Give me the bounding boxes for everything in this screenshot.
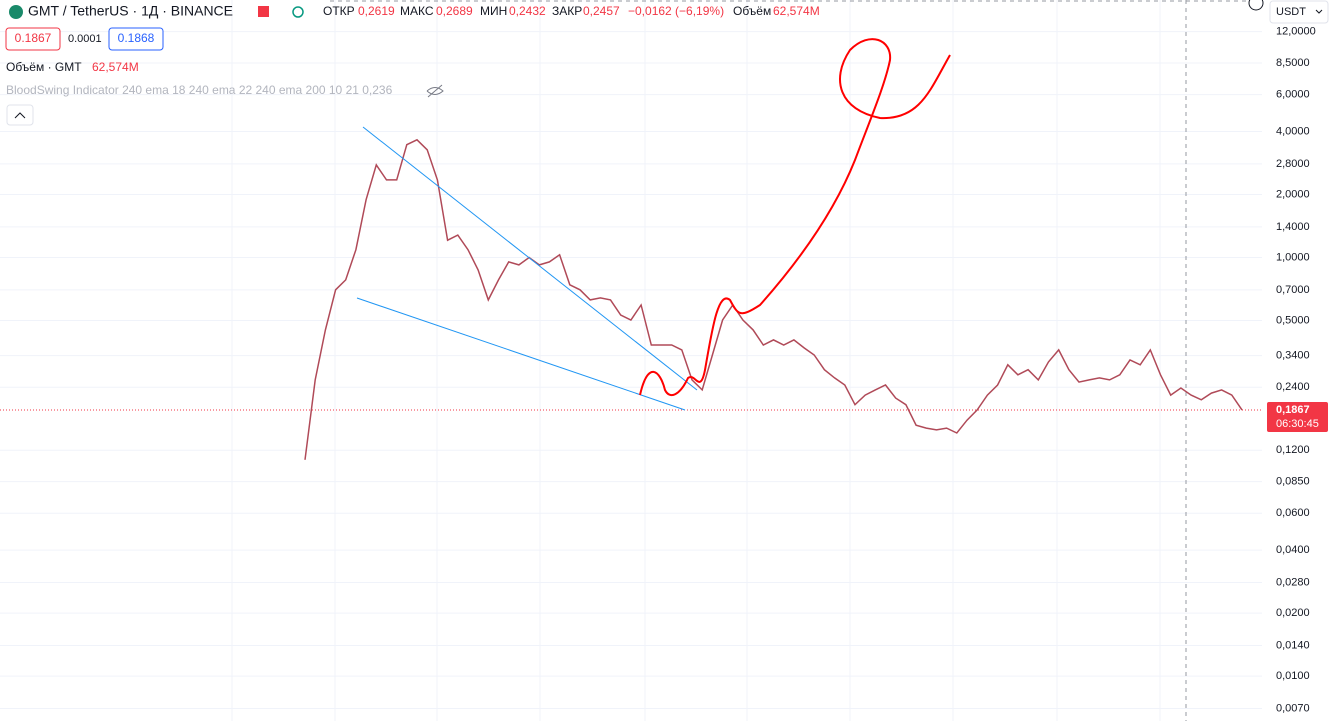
y-tick-label: 0,0140 (1276, 639, 1310, 651)
volume-indicator-value: 62,574M (92, 60, 139, 74)
y-tick-label: 1,0000 (1276, 251, 1310, 263)
price-axis (1262, 0, 1330, 721)
y-tick-label: 1,4000 (1276, 221, 1310, 233)
symbol[interactable]: GMT / TetherUS · 1Д · BINANCE (28, 3, 233, 19)
y-tick-label: 0,0070 (1276, 702, 1310, 714)
sell-price: 0.1867 (15, 31, 52, 45)
countdown: 06:30:45 (1276, 418, 1319, 430)
open-label: ОТКР (323, 4, 355, 18)
close: 0,2457 (583, 4, 620, 18)
low: 0,2432 (509, 4, 546, 18)
y-tick-label: 0,0280 (1276, 576, 1310, 588)
y-tick-label: 0,0850 (1276, 475, 1310, 487)
plot (0, 138, 1262, 460)
y-tick-label: 0,5000 (1276, 314, 1310, 326)
last-price-label: 0,1867 (1276, 404, 1310, 416)
sell-button[interactable] (5, 27, 61, 51)
chevron (1315, 9, 1323, 14)
low-label: МИН (480, 4, 507, 18)
y-tick-label: 0,2400 (1276, 381, 1310, 393)
y-tick-label: 12,0000 (1276, 26, 1316, 38)
y-tick-label: 4,0000 (1276, 125, 1310, 137)
price-axis-labels: 12,0000 8,5000 6,0000 4,0000 2,8000 2,0000 1,4… (1276, 26, 1316, 715)
currency: USDT (1276, 6, 1306, 18)
y-tick-label: 2,0000 (1276, 188, 1310, 200)
currency-select[interactable] (1269, 0, 1329, 24)
status-icon (292, 6, 304, 18)
high: 0,2689 (436, 4, 473, 18)
trend-line (362, 126, 698, 391)
y-tick-label: 0,1200 (1276, 444, 1310, 456)
y-tick-label: 0,0200 (1276, 607, 1310, 619)
y-tick-label: 0,3400 (1276, 349, 1310, 361)
hide-icon[interactable] (426, 84, 444, 98)
high-label: МАКС (400, 4, 434, 18)
close-label: ЗАКР (552, 4, 582, 18)
collapse-button[interactable] (6, 104, 34, 126)
y-tick-label: 6,0000 (1276, 89, 1310, 101)
volume: 62,574M (773, 4, 820, 18)
change: −0,0162 (−6,19%) (628, 4, 724, 18)
spread: 0.0001 (68, 33, 102, 45)
y-tick-label: 0,7000 (1276, 284, 1310, 296)
volume-label: Объём (733, 4, 771, 18)
y-tick-label: 0,0400 (1276, 544, 1310, 556)
freehand-drawing (639, 38, 951, 397)
trend-line (356, 297, 686, 411)
volume-indicator-label: Объём · GMT (6, 60, 82, 74)
flag[interactable] (258, 6, 269, 17)
y-tick-label: 0,0100 (1276, 670, 1310, 682)
indicator: BloodSwing Indicator 240 ema 18 240 ema … (6, 83, 393, 97)
symbol-icon (9, 5, 23, 19)
price-line (304, 138, 1243, 460)
chevron (14, 112, 26, 119)
open: 0,2619 (358, 4, 395, 18)
buy-price: 0.1868 (118, 31, 155, 45)
add-button[interactable] (1248, 0, 1264, 11)
y-tick-label: 2,8000 (1276, 158, 1310, 170)
buy-button[interactable] (108, 27, 164, 51)
grid (0, 0, 1262, 721)
y-tick-label: 0,0600 (1276, 507, 1310, 519)
y-tick-label: 8,5000 (1276, 57, 1310, 69)
last-price-tag (1267, 402, 1328, 433)
